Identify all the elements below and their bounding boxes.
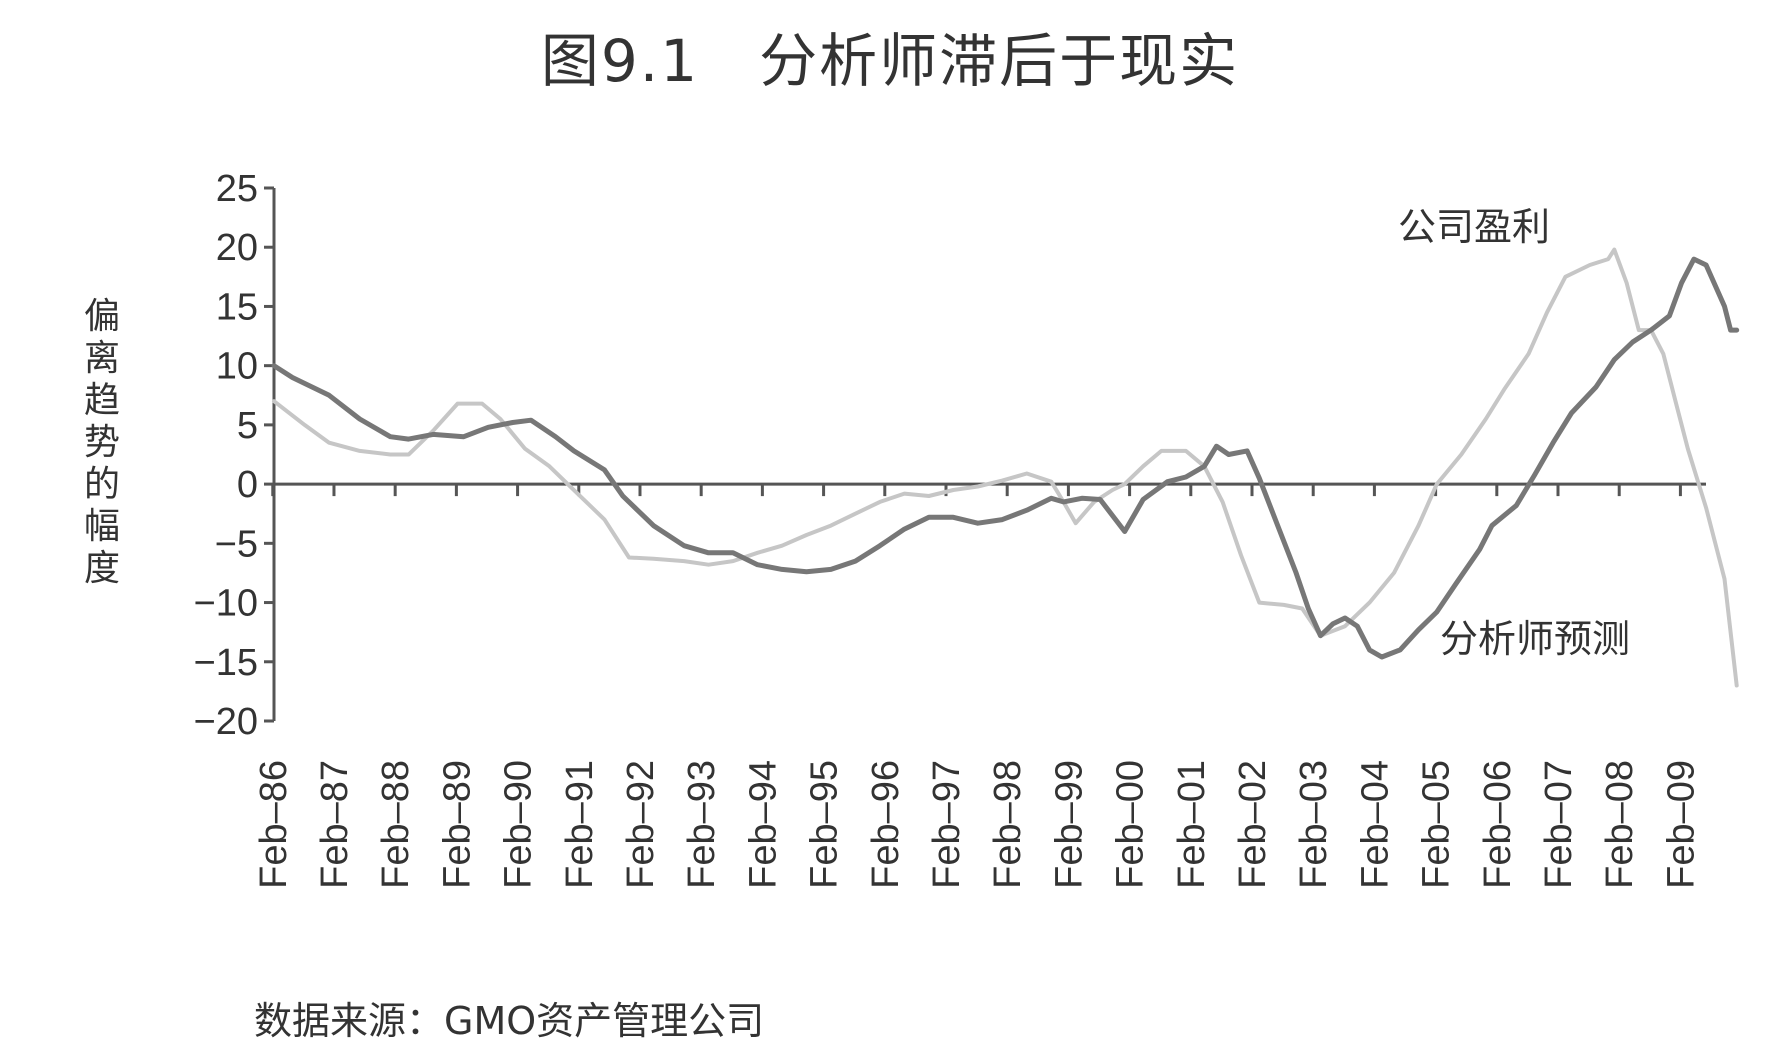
y-axis-label-char: 偏 xyxy=(83,296,120,337)
x-tick-label: Feb–90 xyxy=(498,760,540,889)
x-tick-label: Feb–03 xyxy=(1293,760,1335,889)
x-tick-label: Feb–01 xyxy=(1171,760,1213,889)
series-line-forecast xyxy=(271,256,1740,660)
y-axis-label-char: 趋 xyxy=(83,380,120,421)
x-tick-label: Feb–89 xyxy=(436,760,478,889)
y-tick-label: 10 xyxy=(216,346,258,388)
x-tick-label: Feb–94 xyxy=(742,760,784,889)
x-tick-label: Feb–08 xyxy=(1599,760,1641,889)
source-note: 数据来源：GMO资产管理公司 xyxy=(254,999,765,1043)
line-chart: 25 20 15 10 5 0 −5 −10 −15 −20 Feb–86 Feb–87 Feb–88 F… xyxy=(194,168,1740,889)
x-tick-label: Feb–86 xyxy=(253,760,295,889)
y-tick-label: 0 xyxy=(237,464,258,506)
x-tick-label: Feb–06 xyxy=(1477,760,1519,889)
x-tick-label: Feb–05 xyxy=(1416,760,1458,889)
x-tick-label: Feb–00 xyxy=(1110,760,1152,889)
x-tick-label: Feb–87 xyxy=(314,760,356,889)
series-layer xyxy=(271,247,1740,688)
y-axis-label-char: 幅 xyxy=(83,506,120,547)
labels-layer: 25 20 15 10 5 0 −5 −10 −15 −20 Feb–86 Feb–87 Feb–88 F… xyxy=(194,168,1703,889)
figure-title-text: 分析师滞后于现实 xyxy=(759,27,1240,95)
x-tick-label: Feb–02 xyxy=(1232,760,1274,889)
x-tick-label: Feb–09 xyxy=(1660,760,1702,889)
x-tick-label: Feb–95 xyxy=(804,760,846,889)
x-tick-label: Feb–07 xyxy=(1538,760,1580,889)
y-axis-label-char: 离 xyxy=(83,338,120,379)
y-tick-label: −15 xyxy=(194,642,258,684)
x-tick-label: Feb–98 xyxy=(987,760,1029,889)
y-tick-label: −10 xyxy=(194,583,258,625)
x-tick-label: Feb–93 xyxy=(681,760,723,889)
series-label-forecast: 分析师预测 xyxy=(1440,617,1630,661)
y-tick-label: 20 xyxy=(216,227,258,269)
x-tick-label: Feb–92 xyxy=(620,760,662,889)
y-tick-label: 25 xyxy=(216,168,258,210)
series-line-earnings xyxy=(272,247,1739,688)
x-tick-label: Feb–99 xyxy=(1048,760,1090,889)
x-tick-label: Feb–91 xyxy=(559,760,601,889)
figure-number: 图9.1 xyxy=(540,27,700,95)
y-axis-label-char: 的 xyxy=(83,464,120,505)
x-tick-label: Feb–04 xyxy=(1354,760,1396,889)
y-tick-label: 5 xyxy=(237,405,258,447)
x-tick-label: Feb–88 xyxy=(375,760,417,889)
y-axis-label-char: 度 xyxy=(83,548,120,589)
y-axis-label-char: 势 xyxy=(83,422,120,463)
y-tick-label: 15 xyxy=(216,286,258,328)
y-tick-label: −20 xyxy=(194,701,258,743)
x-tick-label: Feb–96 xyxy=(865,760,907,889)
chart-title: 图9.1 分析师滞后于现实 xyxy=(0,14,1780,98)
x-tick-label: Feb–97 xyxy=(926,760,968,889)
series-label-earnings: 公司盈利 xyxy=(1398,205,1550,249)
y-axis-label: 偏离趋势的幅度 xyxy=(74,296,130,590)
y-tick-label: −5 xyxy=(215,523,258,565)
